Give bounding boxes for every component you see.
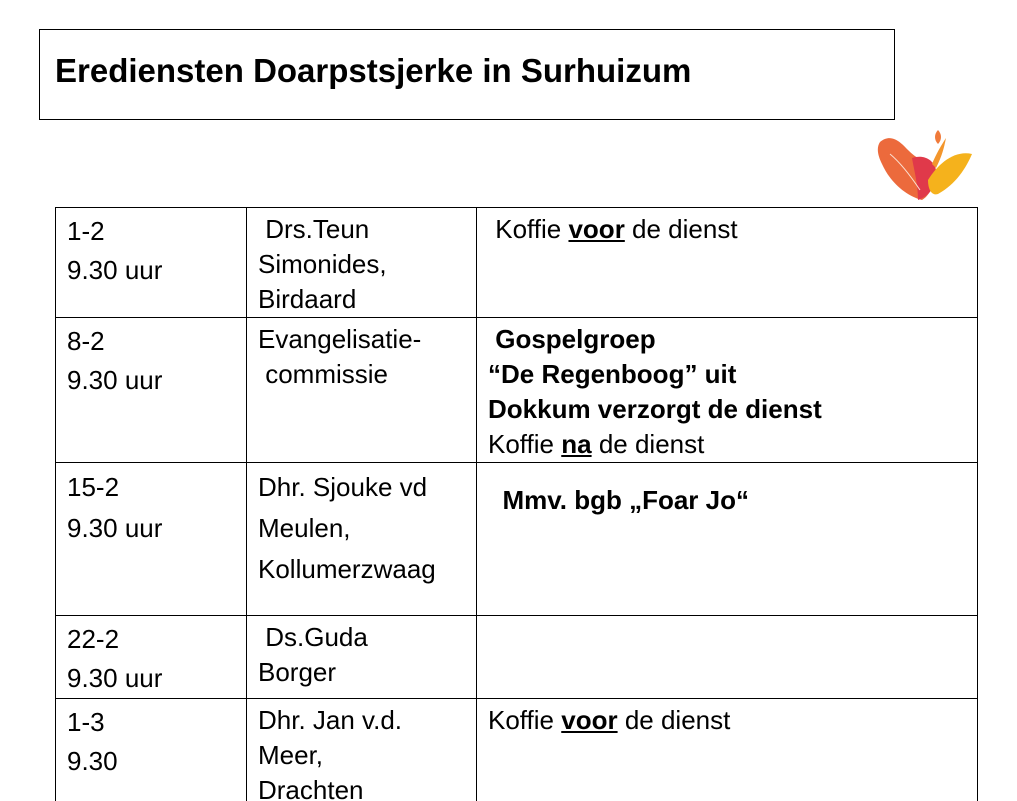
notes-text: Dokkum verzorgt de dienst: [488, 394, 822, 424]
date-line: 9.30 uur: [67, 255, 163, 285]
table-row: 22-2 9.30 uur Ds.Guda Borger: [55, 615, 978, 699]
speaker-cell: Evangelisatie- commissie: [246, 317, 477, 463]
notes-line: “De Regenboog” uit: [488, 357, 967, 392]
notes-line: Koffie voor de dienst: [488, 212, 967, 247]
date-cell: 8-2 9.30 uur: [55, 317, 247, 463]
speaker-line: Meer,: [258, 740, 324, 770]
notes-line: Koffie voor de dienst: [488, 703, 967, 738]
date-cell: 1-2 9.30 uur: [55, 207, 247, 318]
date-line: 15-2: [67, 472, 120, 502]
date-line: 22-2: [67, 624, 120, 654]
notes-line: Koffie na de dienst: [488, 427, 967, 462]
date-line: 1-3: [67, 707, 105, 737]
speaker-cell: Drs.Teun Simonides, Birdaard: [246, 207, 477, 318]
speaker-cell: Ds.Guda Borger: [246, 615, 477, 699]
speaker-line: Ds.Guda: [258, 622, 368, 652]
notes-text: Koffie: [488, 705, 562, 735]
notes-cell: [476, 615, 978, 699]
notes-line: Dokkum verzorgt de dienst: [488, 392, 967, 427]
date-line: 9.30 uur: [67, 365, 163, 395]
speaker-line: Meulen,: [258, 513, 351, 543]
notes-cell: Mmv. bgb „Foar Jo“: [476, 462, 978, 616]
notes-text: “De Regenboog” uit: [488, 359, 737, 389]
speaker-line: commissie: [258, 359, 389, 389]
speaker-line: Birdaard: [258, 284, 357, 314]
date-line: 1-2: [67, 216, 105, 246]
notes-text: voor: [561, 705, 618, 735]
date-cell: 15-2 9.30 uur: [55, 462, 247, 616]
date-line: 9.30 uur: [67, 663, 163, 693]
date-line: 9.30: [67, 746, 118, 776]
date-cell: 1-3 9.30: [55, 698, 247, 801]
notes-text: voor: [568, 214, 625, 244]
speaker-line: Dhr. Sjouke vd: [258, 472, 428, 502]
notes-text: de dienst: [617, 705, 731, 735]
speaker-line: Borger: [258, 657, 337, 687]
notes-line: Mmv. bgb „Foar Jo“: [488, 483, 967, 518]
speaker-line: Kollumerzwaag: [258, 554, 436, 584]
speaker-line: Drachten: [258, 775, 364, 801]
notes-text: na: [561, 429, 592, 459]
speaker-line: Simonides,: [258, 249, 387, 279]
date-line: 8-2: [67, 326, 105, 356]
notes-text: de dienst: [591, 429, 705, 459]
speaker-line: Drs.Teun: [258, 214, 370, 244]
notes-text: Gospelgroep: [488, 324, 656, 354]
date-cell: 22-2 9.30 uur: [55, 615, 247, 699]
notes-cell: Gospelgroep “De Regenboog” uit Dokkum verz…: [476, 317, 978, 463]
dove-flame-logo-icon: [877, 130, 972, 200]
notes-cell: Koffie voor de dienst: [476, 698, 978, 801]
notes-cell: Koffie voor de dienst: [476, 207, 978, 318]
speaker-cell: Dhr. Sjouke vd Meulen, Kollumerzwaag: [246, 462, 477, 616]
date-line: 9.30 uur: [67, 513, 163, 543]
speaker-line: Evangelisatie-: [258, 324, 422, 354]
title-box: Erediensten Doarpstsjerke in Surhuizum: [39, 29, 895, 120]
notes-line: Gospelgroep: [488, 322, 967, 357]
services-table: 1-2 9.30 uur Drs.Teun Simonides, Birdaard K…: [55, 207, 978, 801]
notes-text: Koffie: [488, 429, 562, 459]
speaker-line: Dhr. Jan v.d.: [258, 705, 403, 735]
table-row: 1-2 9.30 uur Drs.Teun Simonides, Birdaard K…: [55, 207, 978, 318]
speaker-cell: Dhr. Jan v.d. Meer, Drachten: [246, 698, 477, 801]
table-row: 15-2 9.30 uur Dhr. Sjouke vd Meulen, Kollume…: [55, 462, 978, 616]
table-row: 8-2 9.30 uur Evangelisatie- commissie Gosp…: [55, 317, 978, 463]
notes-text: Koffie: [488, 214, 569, 244]
table-row: 1-3 9.30 Dhr. Jan v.d. Meer, Drachten Koffie …: [55, 698, 978, 801]
page-title: Erediensten Doarpstsjerke in Surhuizum: [55, 52, 692, 89]
notes-text: de dienst: [624, 214, 738, 244]
notes-text: Mmv. bgb „Foar Jo“: [488, 485, 749, 515]
